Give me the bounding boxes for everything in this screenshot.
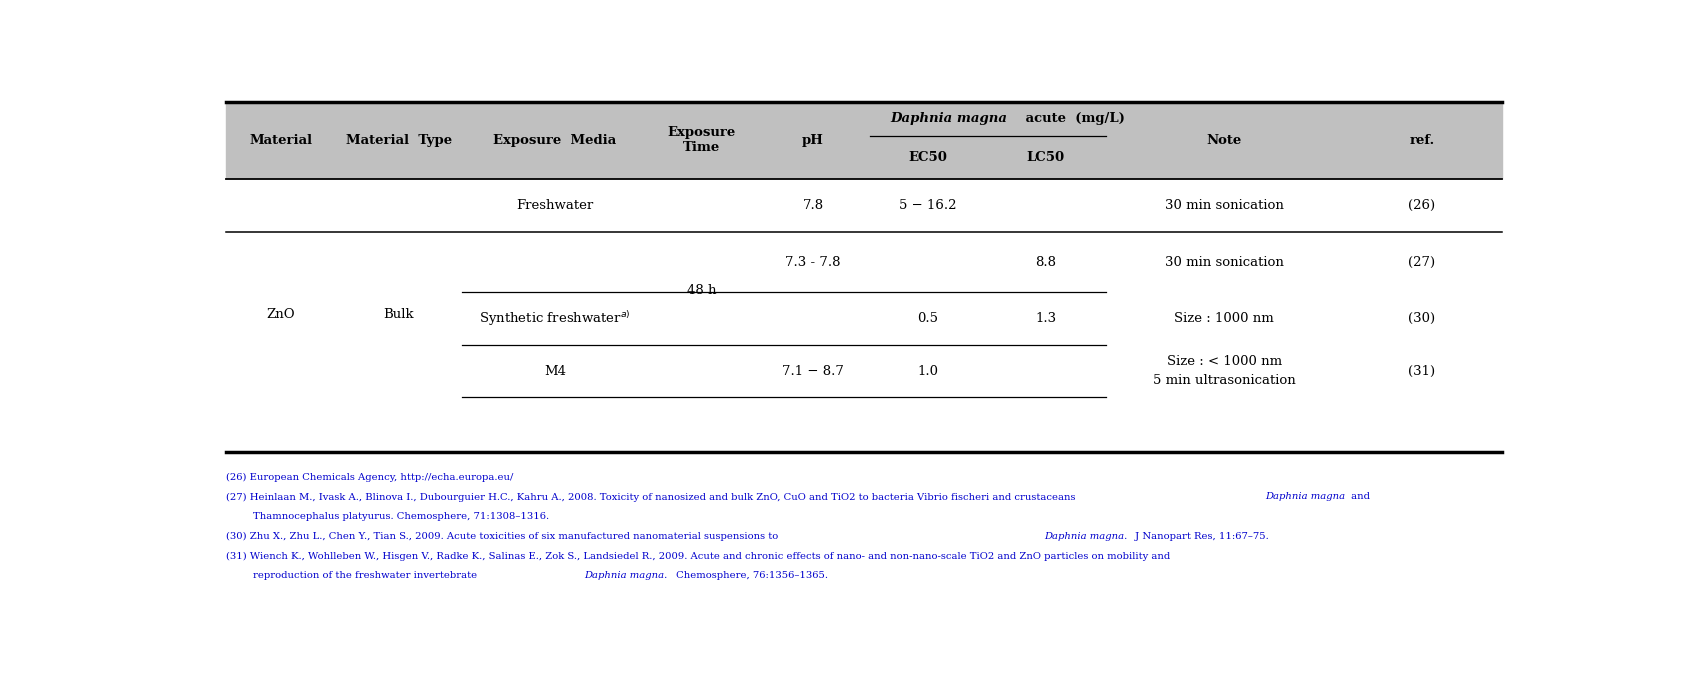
Text: ref.: ref. [1409, 133, 1435, 147]
Text: 1.3: 1.3 [1035, 312, 1057, 326]
Text: Bulk: Bulk [383, 308, 413, 321]
Text: 7.1 − 8.7: 7.1 − 8.7 [782, 365, 845, 378]
Text: (31) Wiench K., Wohlleben W., Hisgen V., Radke K., Salinas E., Zok S., Landsiede: (31) Wiench K., Wohlleben W., Hisgen V.,… [226, 551, 1170, 561]
Text: Exposure
Time: Exposure Time [668, 126, 735, 154]
Text: (27) Heinlaan M., Ivask A., Blinova I., Dubourguier H.C., Kahru A., 2008. Toxici: (27) Heinlaan M., Ivask A., Blinova I., … [226, 493, 1079, 501]
Text: Freshwater: Freshwater [516, 199, 593, 212]
Text: M4: M4 [545, 365, 566, 378]
Text: Chemosphere, 76:1356–1365.: Chemosphere, 76:1356–1365. [673, 572, 828, 580]
Text: pH: pH [803, 133, 824, 147]
Text: Daphnia magna.: Daphnia magna. [585, 572, 668, 580]
Text: (26): (26) [1408, 199, 1435, 212]
Text: Thamnocephalus platyurus. Chemosphere, 71:1308–1316.: Thamnocephalus platyurus. Chemosphere, 7… [253, 512, 548, 521]
Text: (30) Zhu X., Zhu L., Chen Y., Tian S., 2009. Acute toxicities of six manufacture: (30) Zhu X., Zhu L., Chen Y., Tian S., 2… [226, 532, 782, 541]
Text: 48 h: 48 h [686, 284, 717, 297]
Text: (30): (30) [1408, 312, 1435, 326]
Text: Daphnia magna: Daphnia magna [1264, 493, 1345, 501]
Text: acute  (mg/L): acute (mg/L) [1022, 113, 1125, 125]
Text: Material: Material [250, 133, 312, 147]
Text: 8.8: 8.8 [1035, 255, 1057, 268]
Text: and: and [1347, 493, 1369, 501]
Text: EC50: EC50 [909, 151, 948, 164]
Text: 5 min ultrasonication: 5 min ultrasonication [1153, 374, 1297, 387]
Text: 30 min sonication: 30 min sonication [1165, 255, 1283, 268]
Text: 5 − 16.2: 5 − 16.2 [899, 199, 956, 212]
Text: 7.3 - 7.8: 7.3 - 7.8 [786, 255, 841, 268]
Text: Note: Note [1207, 133, 1243, 147]
Text: Daphnia magna.: Daphnia magna. [1044, 532, 1128, 541]
Text: reproduction of the freshwater invertebrate: reproduction of the freshwater invertebr… [253, 572, 481, 580]
Text: Exposure  Media: Exposure Media [494, 133, 617, 147]
Polygon shape [226, 102, 1502, 179]
Text: Size : 1000 nm: Size : 1000 nm [1175, 312, 1275, 326]
Text: (27): (27) [1408, 255, 1435, 268]
Text: 1.0: 1.0 [917, 365, 939, 378]
Text: Material  Type: Material Type [346, 133, 452, 147]
Polygon shape [226, 179, 1502, 452]
Text: ZnO: ZnO [266, 308, 295, 321]
Text: 7.8: 7.8 [803, 199, 824, 212]
Text: Size : < 1000 nm: Size : < 1000 nm [1167, 355, 1281, 369]
Text: 0.5: 0.5 [917, 312, 939, 326]
Text: LC50: LC50 [1027, 151, 1066, 164]
Text: 30 min sonication: 30 min sonication [1165, 199, 1283, 212]
Text: Synthetic freshwater$^{a)}$: Synthetic freshwater$^{a)}$ [479, 309, 631, 328]
Text: (26) European Chemicals Agency, http://echa.europa.eu/: (26) European Chemicals Agency, http://e… [226, 472, 514, 482]
Text: (31): (31) [1408, 365, 1435, 378]
Text: Daphnia magna: Daphnia magna [890, 113, 1008, 125]
Text: J Nanopart Res, 11:67–75.: J Nanopart Res, 11:67–75. [1131, 532, 1268, 541]
